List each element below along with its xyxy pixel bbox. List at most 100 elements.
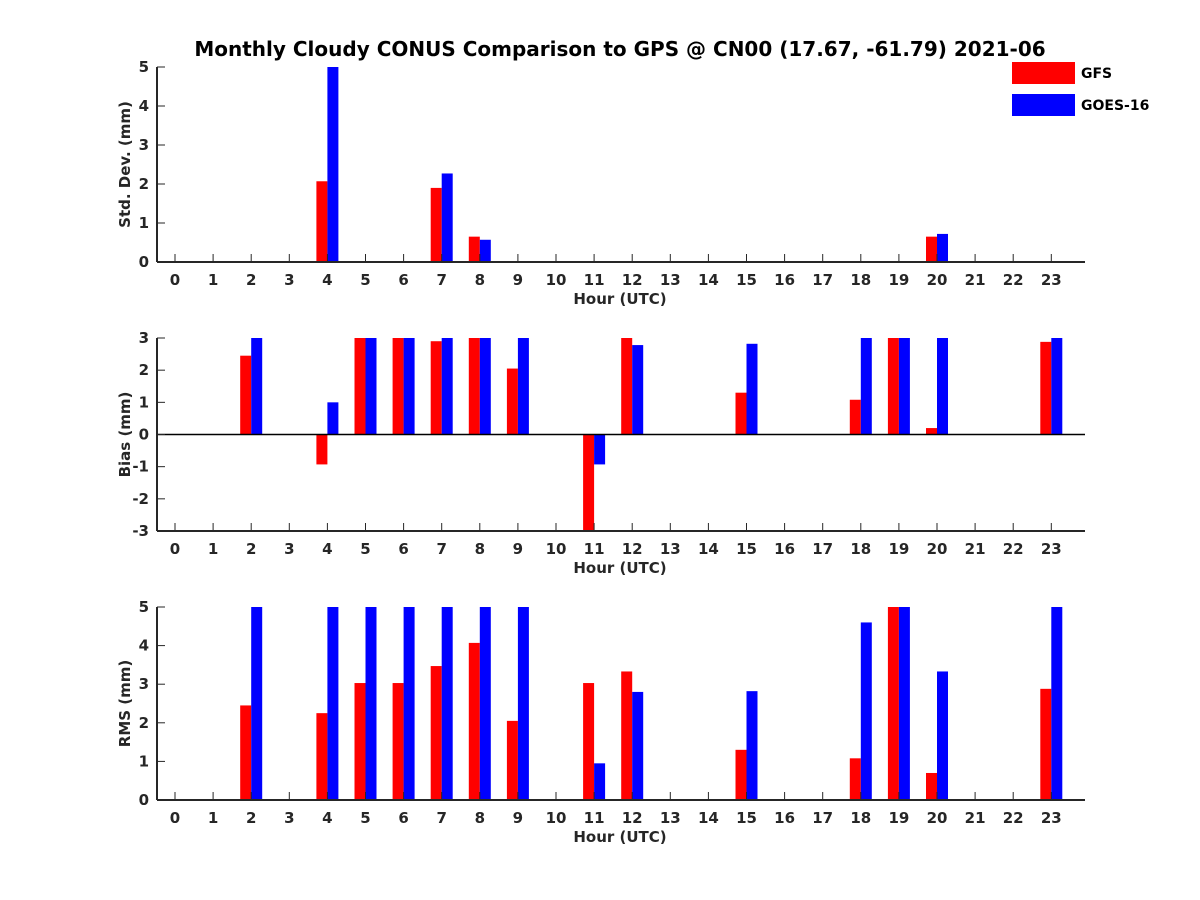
x-tick-label: 4 [322, 540, 332, 558]
bar-gfs-hour-4 [316, 181, 328, 262]
y-tick-label: 2 [139, 175, 149, 193]
x-tick-label: 2 [246, 540, 256, 558]
bar-goes-16-hour-19 [898, 607, 910, 800]
x-tick-label: 16 [774, 271, 795, 289]
x-tick-label: 3 [284, 809, 294, 827]
x-tick-label: 15 [736, 540, 757, 558]
y-tick-label: -3 [132, 522, 149, 540]
bar-goes-16-hour-6 [403, 607, 415, 800]
bar-goes-16-hour-20 [937, 233, 948, 262]
x-tick-label: 10 [546, 540, 567, 558]
y-tick-label: -1 [132, 458, 149, 476]
bar-goes-16-hour-11 [594, 434, 606, 465]
y-axis-label: RMS (mm) [116, 660, 134, 747]
x-tick-label: 8 [475, 809, 485, 827]
y-tick-label: 0 [139, 426, 149, 444]
bar-gfs-hour-5 [354, 683, 366, 800]
chart-title: Monthly Cloudy CONUS Comparison to GPS @… [194, 37, 1045, 61]
bar-gfs-hour-7 [430, 187, 442, 262]
x-tick-label: 7 [436, 809, 446, 827]
x-tick-label: 20 [927, 809, 948, 827]
x-tick-label: 11 [584, 809, 605, 827]
bar-goes-16-hour-12 [632, 691, 644, 800]
y-tick-label: 0 [139, 253, 149, 271]
x-tick-label: 19 [888, 809, 909, 827]
x-tick-label: 23 [1041, 540, 1062, 558]
bar-gfs-hour-4 [316, 434, 328, 465]
bar-gfs-hour-20 [926, 428, 937, 435]
bar-goes-16-hour-15 [746, 343, 758, 435]
bar-goes-16-hour-11 [594, 763, 606, 800]
x-axis-label: Hour (UTC) [573, 559, 666, 577]
y-tick-label: 1 [139, 752, 149, 770]
x-tick-label: 23 [1041, 271, 1062, 289]
y-tick-label: -2 [132, 490, 149, 508]
y-tick-label: 4 [139, 637, 149, 655]
x-tick-label: 7 [436, 271, 446, 289]
x-tick-label: 19 [888, 540, 909, 558]
bar-gfs-hour-18 [849, 399, 861, 435]
y-tick-label: 5 [139, 598, 149, 616]
bar-goes-16-hour-6 [403, 338, 415, 435]
bar-goes-16-hour-23 [1051, 338, 1063, 435]
x-tick-label: 3 [284, 271, 294, 289]
bar-gfs-hour-20 [926, 772, 937, 800]
bar-gfs-hour-15 [735, 749, 747, 800]
y-tick-label: 3 [139, 675, 149, 693]
bar-goes-16-hour-9 [517, 338, 529, 435]
x-tick-label: 18 [850, 540, 871, 558]
x-tick-label: 6 [398, 271, 408, 289]
bar-goes-16-hour-4 [327, 402, 339, 435]
y-tick-label: 2 [139, 714, 149, 732]
bar-goes-16-hour-18 [860, 622, 872, 800]
bar-gfs-hour-20 [926, 236, 937, 262]
bar-gfs-hour-4 [316, 713, 328, 800]
legend: GFS GOES-16 [1012, 62, 1149, 116]
x-tick-label: 17 [812, 809, 833, 827]
legend-label-gfs: GFS [1081, 66, 1112, 82]
bar-goes-16-hour-8 [479, 607, 491, 800]
bar-goes-16-hour-20 [937, 671, 948, 800]
x-tick-label: 22 [1003, 540, 1024, 558]
bar-goes-16-hour-18 [860, 338, 872, 435]
x-tick-label: 4 [322, 809, 332, 827]
x-tick-label: 1 [208, 271, 218, 289]
bar-gfs-hour-12 [621, 338, 633, 435]
y-tick-label: 3 [139, 329, 149, 347]
bar-gfs-hour-11 [583, 683, 595, 800]
x-tick-label: 1 [208, 809, 218, 827]
chart-panel-2: 0 1 2 3 4 5 6 7 8 9 10 11 12 13 14 15 16 17 18 19 20 21 22 23-3… [116, 329, 1085, 577]
bar-gfs-hour-7 [430, 666, 442, 800]
x-tick-label: 9 [513, 271, 523, 289]
x-tick-label: 10 [546, 271, 567, 289]
legend-swatch-gfs [1012, 62, 1075, 84]
y-tick-label: 5 [139, 58, 149, 76]
bar-gfs-hour-2 [240, 705, 252, 800]
x-tick-label: 6 [398, 809, 408, 827]
x-tick-label: 22 [1003, 809, 1024, 827]
bar-gfs-hour-9 [506, 720, 518, 800]
x-tick-label: 0 [170, 809, 180, 827]
x-tick-label: 8 [475, 540, 485, 558]
x-tick-label: 18 [850, 271, 871, 289]
x-tick-label: 2 [246, 809, 256, 827]
x-tick-label: 22 [1003, 271, 1024, 289]
y-tick-label: 3 [139, 136, 149, 154]
bar-goes-16-hour-12 [632, 345, 644, 435]
x-tick-label: 16 [774, 540, 795, 558]
bar-goes-16-hour-7 [441, 173, 453, 262]
bar-gfs-hour-23 [1040, 688, 1052, 800]
bar-goes-16-hour-5 [365, 607, 377, 800]
x-tick-label: 13 [660, 540, 681, 558]
x-tick-label: 13 [660, 271, 681, 289]
x-tick-label: 3 [284, 540, 294, 558]
x-tick-label: 18 [850, 809, 871, 827]
x-tick-label: 15 [736, 271, 757, 289]
bar-gfs-hour-8 [468, 338, 480, 435]
bar-gfs-hour-18 [849, 758, 861, 800]
x-tick-label: 8 [475, 271, 485, 289]
x-tick-label: 20 [927, 271, 948, 289]
x-tick-label: 14 [698, 540, 719, 558]
x-tick-label: 17 [812, 271, 833, 289]
